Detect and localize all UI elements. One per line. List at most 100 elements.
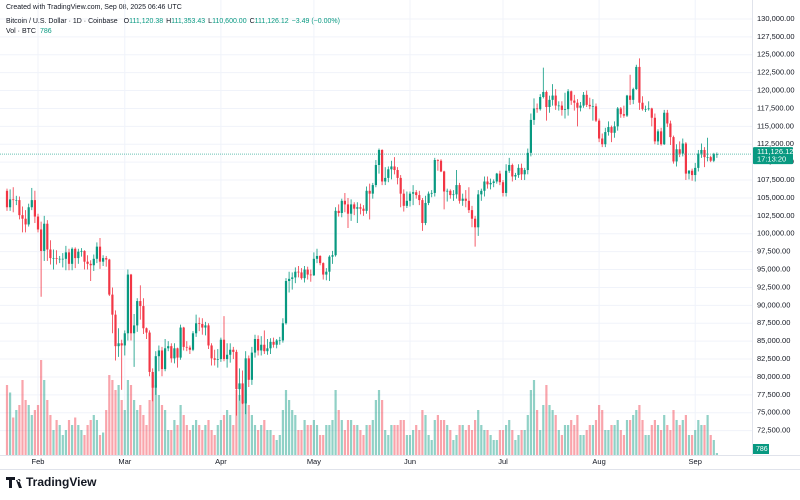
candle-body	[40, 229, 43, 251]
volume-bar	[402, 420, 405, 455]
volume-bar	[393, 425, 396, 455]
volume-bar	[291, 410, 294, 455]
candle-body	[229, 349, 232, 355]
volume-bar	[446, 425, 449, 455]
candle-body	[610, 127, 613, 133]
volume-bar	[418, 430, 421, 455]
volume-bar	[377, 390, 381, 455]
candle-body	[120, 343, 123, 346]
candle-body	[139, 301, 142, 307]
candle-body	[542, 91, 545, 97]
volume-bar	[712, 440, 715, 455]
candle-body	[396, 170, 399, 178]
volume-bar	[185, 425, 188, 455]
volume-bar	[275, 440, 278, 455]
candle-body	[594, 106, 598, 121]
candle-body	[641, 102, 644, 110]
volume-bar	[281, 410, 284, 455]
volume-bar	[455, 435, 458, 455]
candle-body	[387, 169, 390, 178]
candle-body	[98, 246, 102, 262]
x-tick-label: May	[307, 457, 321, 466]
volume-bar	[539, 430, 542, 455]
volume-bar	[15, 410, 18, 455]
candle-body	[678, 149, 681, 154]
candle-body	[452, 194, 455, 196]
volume-bar	[461, 425, 464, 455]
candle-body	[58, 258, 61, 260]
candle-body	[350, 204, 353, 214]
candle-body	[210, 345, 213, 359]
volume-bar	[536, 410, 539, 455]
candle-body	[297, 271, 300, 273]
volume-bar	[49, 415, 52, 455]
volume-bar	[514, 440, 517, 455]
ohlc-key: C	[250, 18, 255, 25]
candle-body	[21, 215, 24, 219]
candle-body	[408, 193, 412, 201]
volume-bar	[687, 435, 691, 455]
candle-body	[529, 119, 532, 153]
volume-bar	[427, 435, 430, 455]
candle-body	[399, 177, 402, 194]
candle-body	[489, 182, 492, 185]
candle-body	[334, 210, 337, 256]
candle-body	[204, 325, 207, 328]
y-tick-label: 97,500.00	[757, 247, 790, 256]
volume-bar	[136, 410, 139, 455]
x-tick-label: Jul	[498, 457, 508, 466]
candle-body	[80, 250, 83, 252]
candle-body	[319, 255, 322, 264]
candle-body	[278, 340, 281, 342]
candle-body	[263, 344, 266, 352]
volume-bar	[560, 435, 563, 455]
volume-bar	[195, 420, 198, 455]
volume-bar	[154, 385, 157, 455]
candle-body	[613, 126, 616, 133]
candle-body	[226, 354, 229, 360]
volume-bar	[350, 420, 353, 455]
candle-body	[576, 102, 579, 108]
candle-body	[619, 108, 622, 115]
volume-bar	[114, 390, 117, 455]
volume-bar	[715, 453, 718, 455]
candle-body	[666, 112, 669, 124]
logo-text: TradingView	[26, 475, 97, 489]
candle-body	[505, 170, 508, 193]
y-tick-label: 100,000.00	[757, 229, 795, 238]
candle-body	[446, 190, 449, 192]
candle-body	[9, 199, 12, 208]
candle-body	[523, 170, 526, 175]
candle-body	[272, 341, 275, 345]
candle-body	[582, 94, 585, 106]
candle-body	[362, 208, 365, 211]
candle-body	[219, 339, 222, 360]
candle-body	[647, 108, 650, 110]
candle-body	[508, 165, 511, 171]
candle-body	[601, 138, 604, 145]
candle-body	[74, 248, 77, 259]
candle-body	[430, 192, 433, 194]
volume-bar	[312, 420, 315, 455]
y-tick-label: 75,000.00	[757, 408, 790, 417]
volume-bar	[390, 425, 393, 455]
candle-body	[213, 358, 216, 360]
candle-body	[381, 149, 384, 182]
candle-body	[474, 218, 477, 228]
y-tick-label: 112,500.00	[757, 139, 794, 148]
candle-body	[390, 166, 393, 170]
volume-bar	[129, 385, 133, 455]
volume-bar	[638, 405, 641, 455]
volume-bar	[678, 425, 681, 455]
volume-bar	[517, 435, 520, 455]
volume-bar	[102, 432, 105, 455]
candle-body	[585, 94, 588, 105]
volume-legend: Vol · BTC 786	[6, 28, 52, 35]
volume-bar	[474, 420, 477, 455]
volume-bar	[706, 415, 709, 455]
candle-body	[405, 200, 408, 206]
volume-bar	[601, 410, 604, 455]
candle-body	[142, 306, 145, 329]
volume-bar	[325, 425, 328, 455]
